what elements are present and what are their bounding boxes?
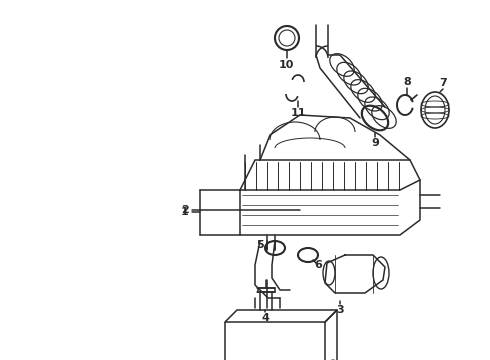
Text: 3: 3 <box>336 305 344 315</box>
Text: 7: 7 <box>439 78 447 88</box>
Text: 4: 4 <box>261 313 269 323</box>
Text: 8: 8 <box>403 77 411 87</box>
Text: 1: 1 <box>181 207 189 217</box>
Text: 5: 5 <box>256 240 264 250</box>
Text: 6: 6 <box>314 260 322 270</box>
Bar <box>258 288 275 292</box>
Bar <box>225 322 325 360</box>
Text: 2: 2 <box>181 205 189 215</box>
Text: 9: 9 <box>371 138 379 148</box>
Text: 10: 10 <box>278 60 294 70</box>
Text: 11: 11 <box>290 108 306 118</box>
